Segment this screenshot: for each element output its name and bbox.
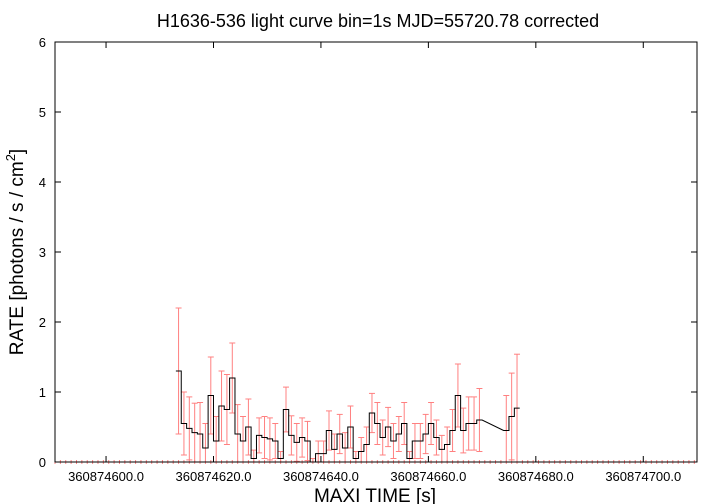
y-tick-label: 1: [39, 385, 46, 400]
x-tick-label: 360874680.0: [498, 469, 574, 484]
error-bar: [352, 451, 359, 463]
rate-step-line: [175, 370, 520, 463]
x-tick-label: 360874620.0: [176, 469, 252, 484]
error-bar: [320, 440, 327, 463]
chart-title: H1636-536 light curve bin=1s MJD=55720.7…: [157, 11, 599, 31]
y-tick-label: 6: [39, 35, 46, 50]
y-tick-label: 4: [39, 175, 46, 190]
x-axis-label: MAXI TIME [s]: [314, 486, 436, 504]
error-bar: [197, 402, 204, 463]
x-tick-label: 360874640.0: [283, 469, 359, 484]
y-tick-label: 5: [39, 105, 46, 120]
x-axis-ticks: 360874600.0 360874620.0 360874640.0 3608746…: [68, 42, 681, 484]
error-bar: [503, 395, 510, 463]
error-bar: [234, 404, 241, 463]
plot-frame: [54, 41, 698, 463]
y-tick-label: 0: [39, 455, 46, 470]
error-bar: [406, 451, 413, 463]
error-bar: [315, 440, 322, 463]
y-axis-label-superscript: 2: [3, 154, 18, 161]
x-tick-label: 360874700.0: [605, 469, 681, 484]
y-tick-label: 2: [39, 315, 46, 330]
error-bar: [358, 437, 365, 463]
error-bar: [342, 432, 349, 463]
error-bar: [202, 423, 209, 463]
x-tick-label: 360874600.0: [68, 469, 144, 484]
y-tick-label: 3: [39, 245, 46, 260]
y-axis-ticks: 0 1 2 3 4 5 6: [39, 35, 697, 470]
x-tick-label: 360874660.0: [390, 469, 466, 484]
error-bar: [213, 416, 220, 463]
error-bar: [277, 451, 284, 463]
y-axis-label: RATE [photons / s / cm2]: [3, 149, 28, 355]
y-axis-label-close: ]: [7, 149, 28, 154]
y-axis-label-main: RATE [photons / s / cm: [7, 161, 28, 355]
error-bar: [309, 458, 316, 463]
error-bar: [438, 434, 445, 463]
rate-step-series: [175, 370, 520, 463]
error-bar: [331, 433, 338, 463]
error-bar: [240, 416, 247, 463]
error-bar: [250, 449, 257, 463]
